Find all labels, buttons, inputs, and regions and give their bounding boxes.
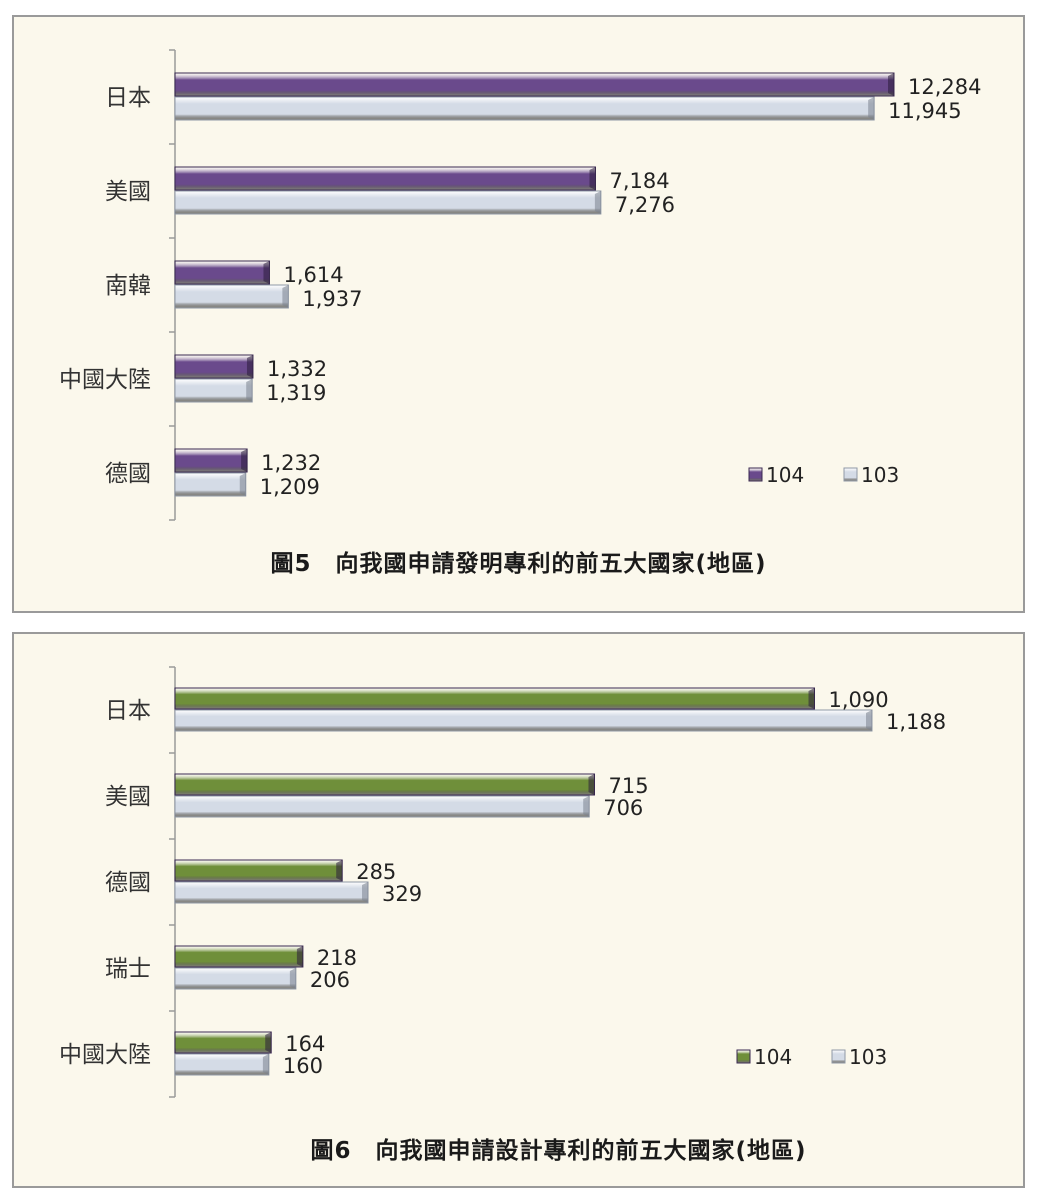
bar-104 — [174, 354, 254, 379]
category-label: 日本 — [105, 85, 151, 111]
bar-104 — [174, 687, 816, 710]
bar-104 — [174, 945, 304, 968]
data-label: 160 — [283, 1054, 323, 1078]
bar-bevel — [296, 946, 303, 967]
bar-104 — [174, 859, 343, 882]
legend-swatch — [748, 467, 763, 482]
data-label: 11,945 — [888, 99, 961, 123]
bar-bevel — [588, 774, 595, 795]
data-label: 7,184 — [609, 169, 669, 193]
data-label: 1,090 — [829, 688, 889, 712]
data-label: 12,284 — [908, 75, 981, 99]
chart-title: 圖5 向我國申請發明專利的前五大國家(地區) — [270, 551, 767, 577]
bar-bevel — [241, 449, 248, 472]
bar-bevel — [289, 968, 296, 989]
data-label: 1,209 — [260, 475, 320, 499]
bar-bevel — [263, 261, 270, 284]
bar-bevel — [246, 379, 253, 402]
category-label: 德國 — [105, 461, 151, 487]
category-label: 日本 — [105, 698, 151, 724]
data-label: 218 — [317, 946, 357, 970]
category-label: 中國大陸 — [59, 1042, 151, 1068]
category-label: 美國 — [105, 179, 151, 205]
data-label: 1,614 — [283, 263, 343, 287]
bar-103 — [174, 190, 602, 215]
data-label: 206 — [310, 968, 350, 992]
legend-swatch — [843, 467, 858, 482]
bar-bevel — [583, 796, 590, 817]
bar-bevel — [362, 882, 369, 903]
legend-swatch — [736, 1049, 751, 1064]
chart-panel-invention: 日本 12,284 11,945 美國 7,184 7,276 南韓 1,614 1,937 中國… — [12, 15, 1025, 613]
legend-label: 104 — [754, 1045, 792, 1069]
data-label: 329 — [382, 882, 422, 906]
bar-103 — [174, 96, 875, 121]
data-label: 164 — [285, 1032, 325, 1056]
legend-label: 103 — [861, 463, 899, 487]
bar-bevel — [808, 688, 815, 709]
bar-103 — [174, 1053, 270, 1076]
bar-bevel — [594, 191, 601, 214]
bar-bevel — [868, 97, 875, 120]
bar-104 — [174, 1031, 272, 1054]
category-label: 南韓 — [105, 273, 151, 299]
bar-104 — [174, 448, 248, 473]
legend-label: 103 — [849, 1045, 887, 1069]
bar-103 — [174, 284, 289, 309]
bar-bevel — [866, 710, 872, 731]
bar-103 — [174, 378, 253, 403]
bar-104 — [174, 260, 270, 285]
bar-bevel — [262, 1054, 269, 1075]
category-label: 中國大陸 — [59, 367, 151, 393]
bar-bevel — [888, 73, 894, 96]
bar-104 — [174, 166, 596, 191]
data-label: 1,232 — [261, 451, 321, 475]
data-label: 7,276 — [615, 193, 675, 217]
bar-103 — [174, 472, 247, 497]
category-label: 瑞士 — [105, 956, 151, 982]
category-label: 德國 — [105, 870, 151, 896]
chart-title: 圖6 向我國申請設計專利的前五大國家(地區) — [310, 1138, 807, 1164]
legend-label: 104 — [766, 463, 804, 487]
data-label: 715 — [608, 774, 648, 798]
data-label: 1,188 — [886, 710, 946, 734]
bar-104 — [174, 72, 895, 97]
bar-bevel — [246, 355, 253, 378]
data-label: 285 — [356, 860, 396, 884]
chart-panel-design: 日本 1,090 1,188 美國 715 706 德國 285 329 瑞士 218 206 中國大陸… — [12, 632, 1025, 1188]
data-label: 1,319 — [266, 381, 326, 405]
bar-103 — [174, 795, 590, 818]
bar-bevel — [589, 167, 596, 190]
bar-bevel — [265, 1032, 272, 1053]
legend-swatch — [831, 1049, 846, 1064]
data-label: 1,332 — [267, 357, 327, 381]
bar-103 — [174, 709, 873, 732]
category-label: 美國 — [105, 784, 151, 810]
data-label: 706 — [603, 796, 643, 820]
data-label: 1,937 — [302, 287, 362, 311]
bar-bevel — [239, 473, 246, 496]
bar-bevel — [282, 285, 289, 308]
bar-104 — [174, 773, 595, 796]
bar-103 — [174, 967, 297, 990]
bar-bevel — [336, 860, 343, 881]
bar-103 — [174, 881, 369, 904]
